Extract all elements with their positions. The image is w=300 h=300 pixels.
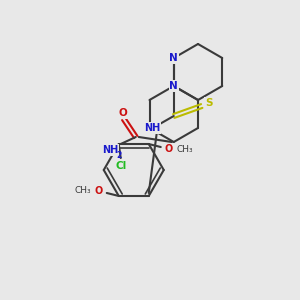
Text: NH: NH [144, 123, 160, 133]
Text: N: N [169, 81, 178, 91]
Text: Cl: Cl [115, 161, 126, 171]
Text: O: O [94, 186, 103, 196]
Text: S: S [205, 98, 212, 108]
Text: O: O [165, 144, 173, 154]
Text: CH₃: CH₃ [176, 145, 193, 154]
Text: 2: 2 [116, 151, 122, 160]
Text: CH₃: CH₃ [74, 187, 91, 196]
Text: O: O [118, 108, 127, 118]
Text: NH: NH [102, 145, 118, 155]
Text: N: N [169, 53, 178, 63]
